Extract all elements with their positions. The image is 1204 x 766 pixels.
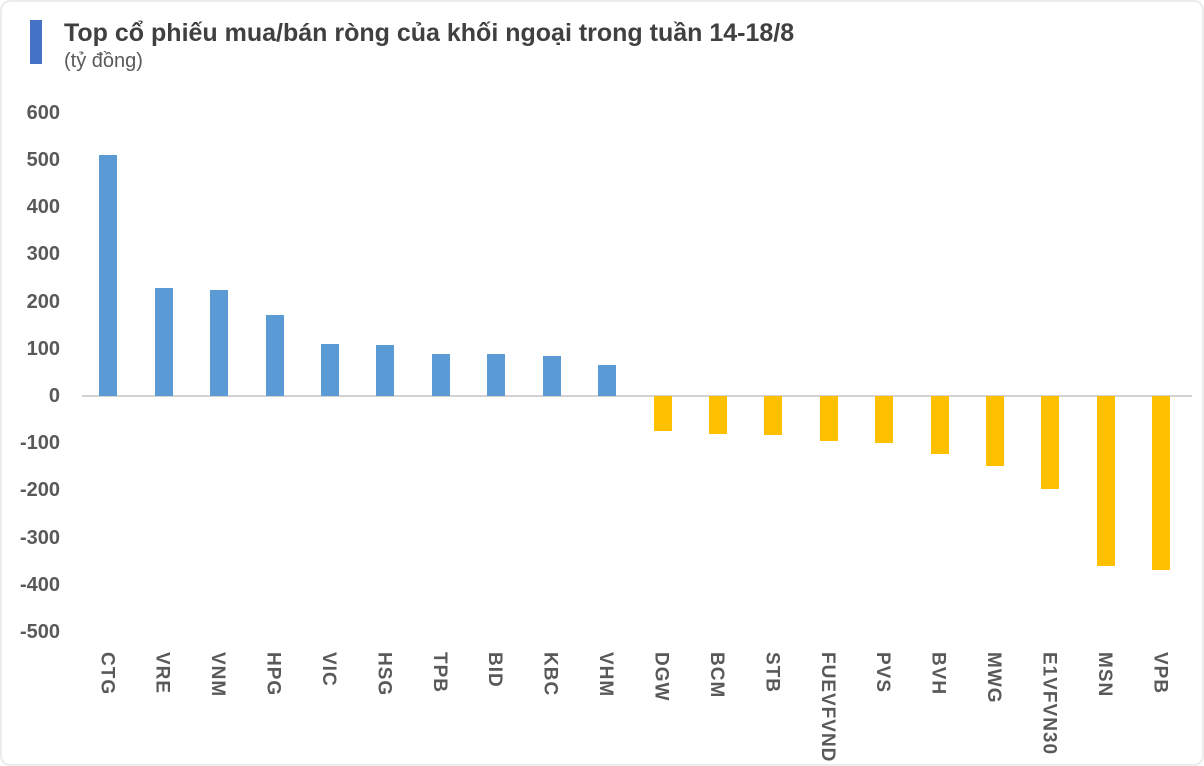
x-axis-label-FUEVFVND: FUEVFVND bbox=[816, 652, 838, 763]
y-axis-tick--500: -500 bbox=[19, 621, 60, 643]
x-axis-label-TPB: TPB bbox=[428, 652, 450, 693]
y-axis-tick-300: 300 bbox=[26, 243, 60, 266]
y-axis-tick-500: 500 bbox=[26, 149, 60, 171]
bar-VIC bbox=[320, 343, 339, 396]
bar-E1VFVN30 bbox=[1041, 396, 1060, 490]
y-axis-tick-0: 0 bbox=[48, 385, 60, 407]
title-accent-bar bbox=[30, 20, 42, 64]
x-axis-label-BVH: BVH bbox=[927, 652, 949, 696]
x-axis-label-VIC: VIC bbox=[317, 652, 339, 687]
x-axis-label-KBC: KBC bbox=[539, 652, 561, 697]
y-axis-tick-600: 600 bbox=[26, 101, 60, 124]
bar-BVH bbox=[930, 396, 949, 454]
bar-BCM bbox=[708, 396, 727, 434]
bar-HPG bbox=[265, 315, 284, 396]
bar-BID bbox=[487, 354, 506, 396]
x-axis-label-DGW: DGW bbox=[650, 652, 672, 702]
x-axis-label-BCM: BCM bbox=[705, 652, 727, 699]
bar-STB bbox=[764, 396, 783, 436]
title-block: Top cổ phiếu mua/bán ròng của khối ngoại… bbox=[64, 18, 794, 73]
chart-header: Top cổ phiếu mua/bán ròng của khối ngoại… bbox=[30, 18, 794, 73]
bar-MSN bbox=[1096, 396, 1115, 566]
x-axis-label-HSG: HSG bbox=[373, 652, 395, 697]
y-axis-tick-400: 400 bbox=[26, 196, 60, 219]
y-axis-tick--300: -300 bbox=[19, 526, 60, 549]
zero-axis-line bbox=[82, 395, 1192, 397]
x-axis-label-VHM: VHM bbox=[595, 652, 617, 698]
bar-MWG bbox=[986, 396, 1005, 466]
bar-CTG bbox=[99, 155, 118, 396]
bar-HSG bbox=[376, 345, 395, 396]
y-axis-tick--200: -200 bbox=[19, 479, 60, 502]
chart-title: Top cổ phiếu mua/bán ròng của khối ngoại… bbox=[64, 19, 795, 47]
x-axis-label-BID: BID bbox=[484, 652, 506, 688]
bar-VNM bbox=[210, 289, 229, 396]
x-axis-label-CTG: CTG bbox=[96, 652, 118, 696]
bar-VHM bbox=[598, 365, 617, 396]
bar-VPB bbox=[1152, 396, 1171, 571]
x-axis-label-STB: STB bbox=[761, 652, 783, 693]
y-axis-tick-200: 200 bbox=[26, 290, 60, 313]
y-axis-tick-100: 100 bbox=[26, 337, 60, 360]
bar-FUEVFVND bbox=[819, 396, 838, 441]
bar-DGW bbox=[653, 396, 672, 432]
x-axis-label-VNM: VNM bbox=[207, 652, 229, 698]
chart-unit-label: (tỷ đồng) bbox=[64, 50, 143, 72]
bar-TPB bbox=[431, 353, 450, 396]
bar-PVS bbox=[875, 396, 894, 444]
x-axis-label-E1VFVN30: E1VFVN30 bbox=[1038, 652, 1060, 756]
x-axis-label-VPB: VPB bbox=[1149, 652, 1171, 695]
x-axis-label-VRE: VRE bbox=[151, 652, 173, 695]
y-axis-tick--400: -400 bbox=[19, 573, 60, 596]
x-axis-label-MWG: MWG bbox=[983, 652, 1005, 704]
x-axis-label-HPG: HPG bbox=[262, 652, 284, 697]
x-axis-label-MSN: MSN bbox=[1093, 652, 1115, 698]
bar-KBC bbox=[542, 355, 561, 396]
bar-VRE bbox=[154, 287, 173, 396]
x-axis-label-PVS: PVS bbox=[872, 652, 894, 694]
y-axis-tick--100: -100 bbox=[19, 432, 60, 455]
